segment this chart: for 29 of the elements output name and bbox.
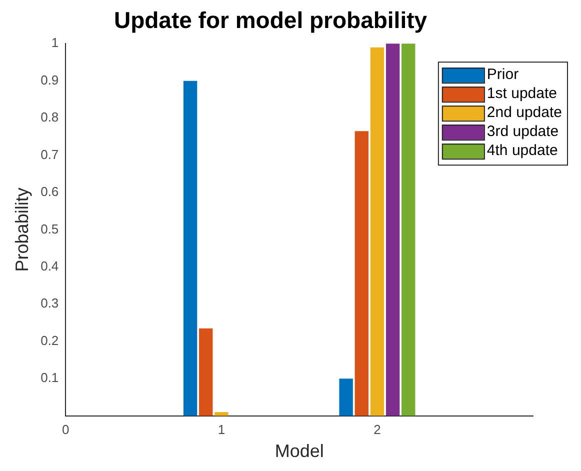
y-tick-label: 0.7 <box>40 146 59 162</box>
bar <box>199 328 213 416</box>
bar <box>214 412 228 416</box>
y-tick-label: 0.5 <box>40 221 59 236</box>
y-tick-label: 0.2 <box>40 332 59 348</box>
bar <box>370 47 384 416</box>
legend-label: 4th update <box>486 142 558 160</box>
y-tick-label: 1 <box>51 35 59 50</box>
y-axis-title: Probability <box>12 188 32 272</box>
y-tick-label: 0.6 <box>40 184 59 200</box>
x-tick-label: 1 <box>218 422 226 438</box>
y-tick-label: 0.1 <box>40 370 59 386</box>
bar <box>339 378 353 416</box>
y-tick-label: 0.4 <box>40 258 59 274</box>
legend-label: 1st update <box>486 85 557 102</box>
legend-label: 2nd update <box>486 104 562 122</box>
chart-title: Update for model probability <box>114 7 428 34</box>
x-tick-label: 0 <box>62 422 70 438</box>
bar <box>402 44 416 416</box>
x-axis-title: Model <box>274 441 324 462</box>
bar <box>386 44 400 416</box>
legend-label: 3rd update <box>486 123 559 140</box>
y-tick-label: 0.3 <box>40 296 59 311</box>
y-tick-label: 0.9 <box>40 72 59 88</box>
y-tick-label: 0.8 <box>40 110 59 125</box>
x-tick-label: 2 <box>374 422 381 438</box>
bar <box>183 80 198 416</box>
legend-label: Prior <box>486 66 519 84</box>
bar <box>354 131 368 416</box>
